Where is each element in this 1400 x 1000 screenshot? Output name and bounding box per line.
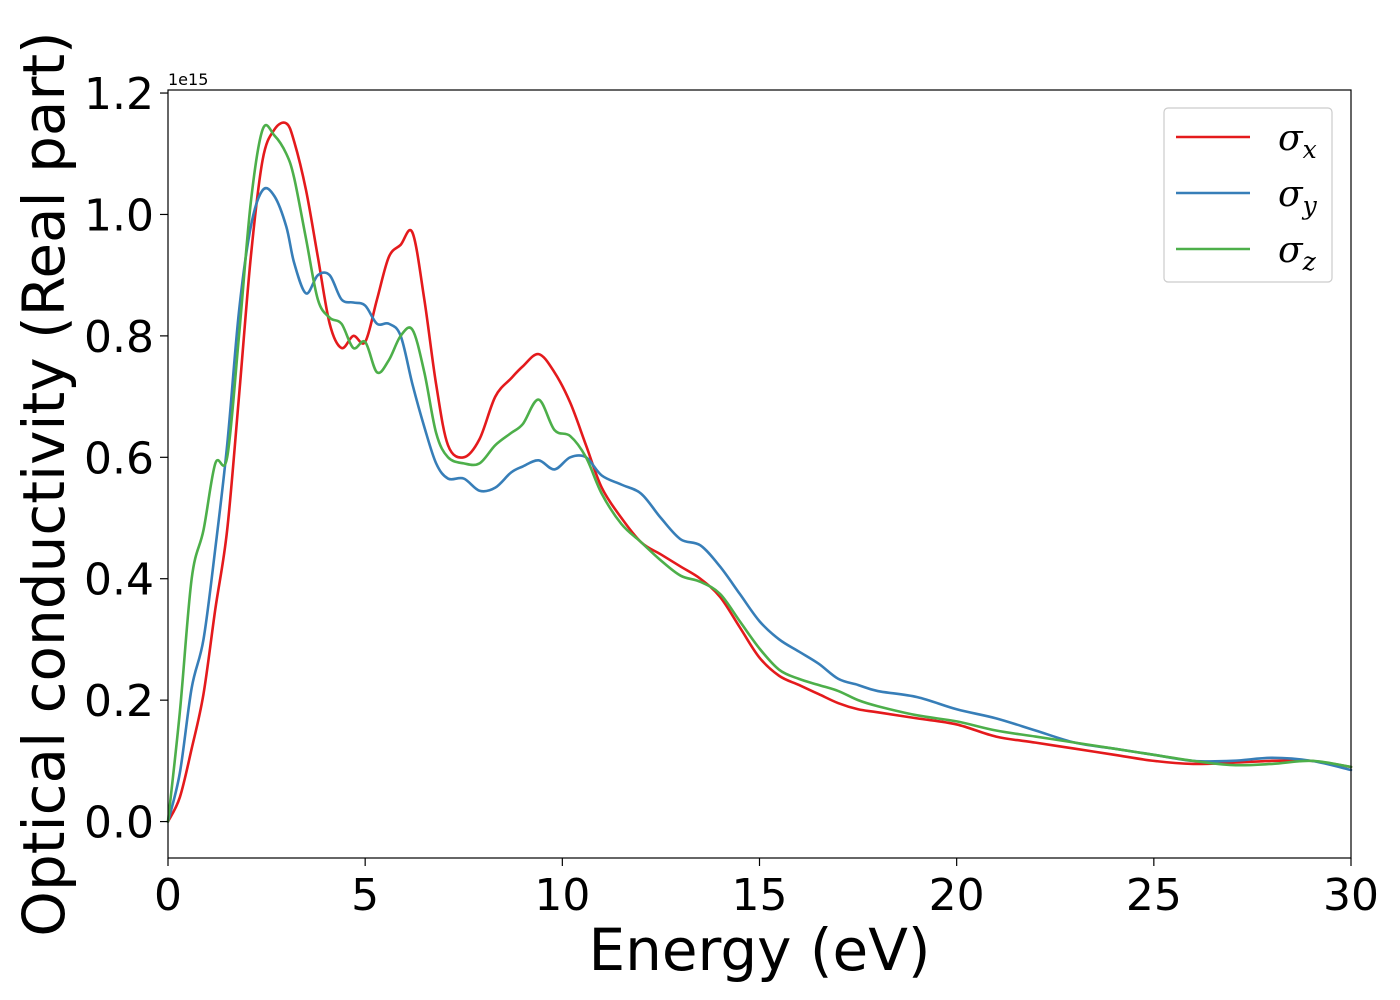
- y-tick-label: 0.4: [84, 555, 154, 606]
- legend-label-y: σy: [1278, 174, 1318, 220]
- y-tick-label: 0.0: [84, 798, 154, 849]
- x-tick-label: 10: [534, 870, 590, 921]
- x-tick-label: 25: [1126, 870, 1182, 921]
- series-line-x: [166, 121, 1353, 823]
- x-tick-label: 30: [1323, 870, 1379, 921]
- x-tick-label: 20: [929, 870, 985, 921]
- series-line-y: [166, 186, 1353, 823]
- legend: σx σy σz: [1163, 107, 1333, 283]
- y-tick-label: 1.0: [84, 190, 154, 241]
- y-tick-label: 0.6: [84, 433, 154, 484]
- x-tick-label: 15: [732, 870, 788, 921]
- series-layer: [166, 121, 1353, 823]
- y-offset-text: 1e15: [168, 70, 208, 89]
- y-tick-label: 0.2: [84, 676, 154, 727]
- x-axis-title: Energy (eV): [588, 916, 930, 984]
- legend-label-z: σz: [1278, 230, 1317, 276]
- legend-box: [1163, 107, 1333, 283]
- x-tick-label: 0: [154, 870, 182, 921]
- ticks-layer: 0 5 10 15 20 25 30 0.0 0.2 0.4 0.6 0.8 1.0 1.2: [84, 69, 1379, 921]
- y-tick-label: 1.2: [84, 69, 154, 120]
- legend-label-x: σx: [1278, 118, 1317, 164]
- x-tick-label: 5: [351, 870, 379, 921]
- series-line-z: [166, 123, 1353, 823]
- y-tick-label: 0.8: [84, 312, 154, 363]
- y-axis-title: Optical conductivity (Real part): [10, 31, 78, 936]
